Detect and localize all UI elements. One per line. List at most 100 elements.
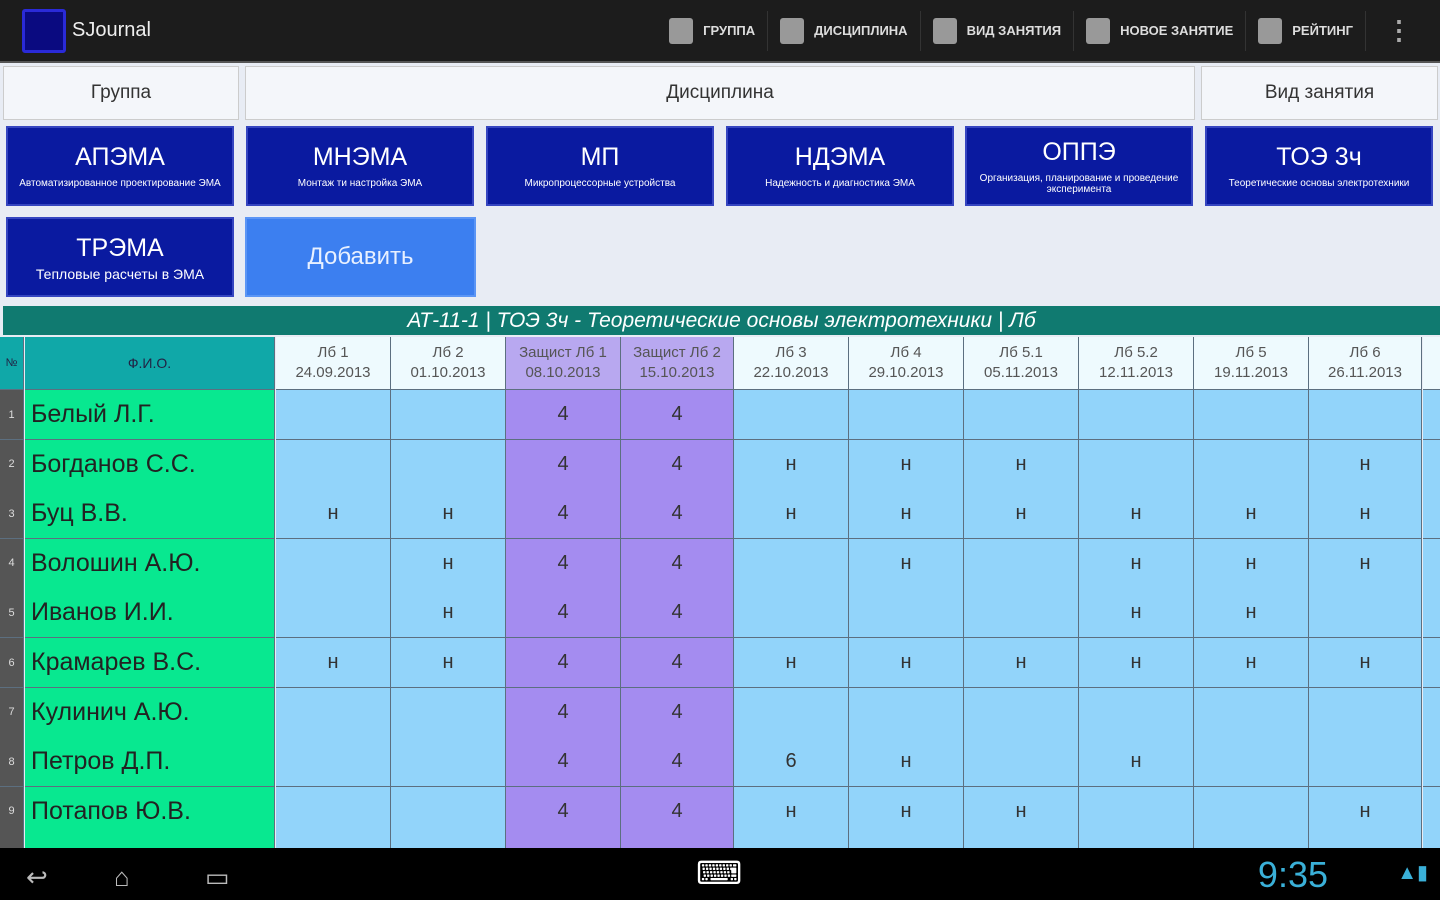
grade-cell[interactable]: 4 bbox=[506, 439, 621, 490]
table-row[interactable] bbox=[0, 836, 1440, 848]
grade-cell[interactable] bbox=[276, 390, 391, 440]
table-row[interactable]: 2 Богданов С.С. 4 4 н н н н bbox=[0, 439, 1440, 490]
column-header[interactable]: Защист Лб 2 15.10.2013 bbox=[621, 337, 734, 390]
grade-cell[interactable]: н bbox=[1079, 638, 1194, 688]
grade-cell[interactable] bbox=[1194, 786, 1309, 837]
action-0[interactable]: ГРУППА bbox=[657, 10, 769, 51]
grade-cell[interactable] bbox=[734, 836, 849, 848]
column-header[interactable]: Лб 3 22.10.2013 bbox=[734, 337, 849, 390]
grade-cell[interactable]: н bbox=[1079, 737, 1194, 788]
grade-cell[interactable] bbox=[1194, 737, 1309, 788]
grade-cell-partial[interactable] bbox=[1423, 439, 1440, 490]
grade-cell[interactable] bbox=[964, 687, 1079, 738]
grade-cell[interactable] bbox=[276, 538, 391, 589]
grade-cell[interactable]: 6 bbox=[734, 737, 849, 788]
table-row[interactable]: 1 Белый Л.Г. 4 4 bbox=[0, 390, 1440, 440]
grade-cell[interactable]: 4 bbox=[621, 737, 734, 788]
grade-cell[interactable]: н bbox=[964, 638, 1079, 688]
grade-cell-partial[interactable] bbox=[1423, 489, 1440, 540]
grade-cell[interactable] bbox=[276, 439, 391, 490]
column-header[interactable]: Лб 1 24.09.2013 bbox=[276, 337, 391, 390]
grade-cell[interactable]: 4 bbox=[621, 588, 734, 639]
grade-cell[interactable] bbox=[1194, 390, 1309, 440]
grade-cell[interactable]: н bbox=[734, 489, 849, 540]
grade-cell[interactable] bbox=[506, 836, 621, 848]
discipline-button[interactable]: МП Микропроцессорные устройства bbox=[486, 126, 714, 206]
grade-cell[interactable]: н bbox=[734, 439, 849, 490]
grade-cell[interactable]: н bbox=[276, 638, 391, 688]
grade-cell[interactable] bbox=[1079, 836, 1194, 848]
table-row[interactable]: 4 Волошин А.Ю. н 4 4 н н н н bbox=[0, 538, 1440, 589]
grade-cell[interactable]: 4 bbox=[506, 638, 621, 688]
grade-cell[interactable] bbox=[1194, 439, 1309, 490]
column-header[interactable]: Лб 2 01.10.2013 bbox=[391, 337, 506, 390]
grade-cell[interactable] bbox=[734, 687, 849, 738]
grade-cell[interactable]: н bbox=[276, 489, 391, 540]
grade-cell[interactable]: н bbox=[1194, 588, 1309, 639]
grade-cell[interactable] bbox=[276, 836, 391, 848]
discipline-button[interactable]: МНЭМА Монтаж ти настройка ЭМА bbox=[246, 126, 474, 206]
column-header[interactable]: Лб 6 26.11.2013 bbox=[1309, 337, 1422, 390]
grade-cell[interactable] bbox=[1309, 390, 1422, 440]
grade-cell[interactable]: н bbox=[849, 786, 964, 837]
grade-cell[interactable]: н bbox=[1309, 538, 1422, 589]
grade-cell-partial[interactable] bbox=[1423, 588, 1440, 639]
grade-cell[interactable]: н bbox=[1309, 638, 1422, 688]
grade-cell[interactable] bbox=[849, 836, 964, 848]
grade-cell[interactable]: н bbox=[1079, 588, 1194, 639]
grade-cell[interactable] bbox=[391, 439, 506, 490]
grade-cell[interactable]: н bbox=[964, 439, 1079, 490]
grade-cell-partial[interactable] bbox=[1423, 390, 1440, 440]
grade-cell[interactable]: н bbox=[964, 786, 1079, 837]
grade-cell-partial[interactable] bbox=[1423, 737, 1440, 788]
grade-cell[interactable]: 4 bbox=[621, 786, 734, 837]
grade-cell[interactable]: н bbox=[849, 638, 964, 688]
table-row[interactable]: 8 Петров Д.П. 4 4 6 н н bbox=[0, 737, 1440, 788]
grade-cell[interactable]: н bbox=[734, 786, 849, 837]
column-header[interactable]: Защист Лб 1 08.10.2013 bbox=[506, 337, 621, 390]
grade-cell[interactable]: н bbox=[391, 588, 506, 639]
column-header[interactable]: Лб 5 19.11.2013 bbox=[1194, 337, 1309, 390]
recent-apps-icon[interactable]: ▭ bbox=[205, 862, 230, 892]
grade-cell[interactable] bbox=[391, 390, 506, 440]
grade-cell[interactable]: 4 bbox=[621, 390, 734, 440]
grade-cell[interactable] bbox=[621, 836, 734, 848]
back-icon[interactable]: ↩ bbox=[26, 862, 48, 892]
grade-cell[interactable]: н bbox=[1309, 786, 1422, 837]
grade-cell-partial[interactable] bbox=[1423, 836, 1440, 848]
grade-cell[interactable] bbox=[849, 390, 964, 440]
grade-cell[interactable]: н bbox=[1309, 439, 1422, 490]
table-row[interactable]: 6 Крамарев В.С. н н 4 4 н н н н н н bbox=[0, 638, 1440, 688]
action-3[interactable]: НОВОЕ ЗАНЯТИЕ bbox=[1074, 10, 1247, 51]
grade-cell[interactable]: н bbox=[1079, 489, 1194, 540]
grade-cell[interactable] bbox=[964, 737, 1079, 788]
grade-cell[interactable] bbox=[849, 588, 964, 639]
grade-cell[interactable] bbox=[391, 687, 506, 738]
discipline-button[interactable]: АПЭМА Автоматизированное проектирование Э… bbox=[6, 126, 234, 206]
table-row[interactable]: 9 Потапов Ю.В. 4 4 н н н н bbox=[0, 786, 1440, 837]
keyboard-icon[interactable]: ⌨ bbox=[696, 855, 743, 891]
grade-cell[interactable] bbox=[1309, 588, 1422, 639]
grade-cell[interactable] bbox=[391, 737, 506, 788]
home-icon[interactable]: ⌂ bbox=[114, 862, 130, 892]
grade-cell[interactable]: н bbox=[1194, 638, 1309, 688]
grade-cell[interactable] bbox=[1194, 687, 1309, 738]
grade-cell[interactable]: 4 bbox=[621, 538, 734, 589]
tab-group[interactable]: Группа bbox=[3, 66, 239, 120]
grade-cell[interactable]: н bbox=[1194, 489, 1309, 540]
table-row[interactable]: 5 Иванов И.И. н 4 4 н н bbox=[0, 588, 1440, 639]
grade-cell[interactable] bbox=[734, 538, 849, 589]
grade-cell[interactable] bbox=[276, 687, 391, 738]
grade-cell[interactable] bbox=[964, 390, 1079, 440]
action-2[interactable]: ВИД ЗАНЯТИЯ bbox=[921, 10, 1075, 51]
action-1[interactable]: ДИСЦИПЛИНА bbox=[768, 10, 921, 51]
grade-cell[interactable]: н bbox=[734, 638, 849, 688]
grade-cell[interactable] bbox=[1194, 836, 1309, 848]
column-header[interactable]: Лб 5.2 12.11.2013 bbox=[1079, 337, 1194, 390]
grade-cell[interactable] bbox=[1079, 786, 1194, 837]
grade-cell[interactable] bbox=[1079, 390, 1194, 440]
grade-cell[interactable]: н bbox=[391, 638, 506, 688]
grade-cell[interactable] bbox=[849, 687, 964, 738]
tab-lesson-type[interactable]: Вид занятия bbox=[1201, 66, 1438, 120]
grade-cell[interactable] bbox=[1079, 439, 1194, 490]
